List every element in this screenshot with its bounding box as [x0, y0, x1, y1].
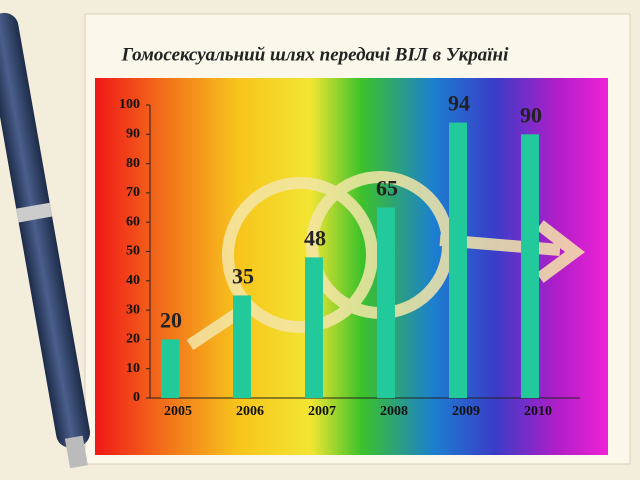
bar: [233, 295, 251, 398]
y-tick-label: 20: [126, 332, 140, 347]
data-label: 90: [520, 102, 542, 127]
x-tick-label: 2007: [308, 404, 336, 419]
y-tick-label: 60: [126, 214, 140, 229]
chart-title: Гомосексуальний шлях передачі ВІЛ в Укра…: [121, 44, 509, 65]
x-tick-label: 2009: [452, 404, 480, 419]
y-tick-label: 30: [126, 302, 140, 317]
pen: [0, 12, 91, 469]
y-tick-label: 90: [126, 127, 140, 142]
y-tick-label: 50: [126, 244, 140, 259]
y-tick-label: 100: [119, 97, 140, 112]
x-tick-label: 2010: [524, 404, 552, 419]
y-tick-label: 40: [126, 273, 140, 288]
data-label: 94: [448, 91, 470, 116]
x-tick-label: 2008: [380, 404, 408, 419]
bar: [521, 134, 539, 399]
y-tick-label: 70: [126, 185, 140, 200]
x-tick-label: 2006: [236, 404, 264, 419]
y-tick-label: 10: [126, 361, 140, 376]
x-tick-label: 2005: [164, 404, 192, 419]
bar: [449, 122, 467, 398]
bar: [377, 207, 395, 398]
y-tick-label: 0: [133, 390, 140, 405]
y-tick-label: 80: [126, 156, 140, 171]
data-label: 20: [160, 307, 182, 332]
bar: [161, 339, 179, 398]
bar: [305, 257, 323, 398]
data-label: 65: [376, 176, 398, 201]
data-label: 48: [304, 225, 326, 250]
data-label: 35: [232, 263, 254, 288]
